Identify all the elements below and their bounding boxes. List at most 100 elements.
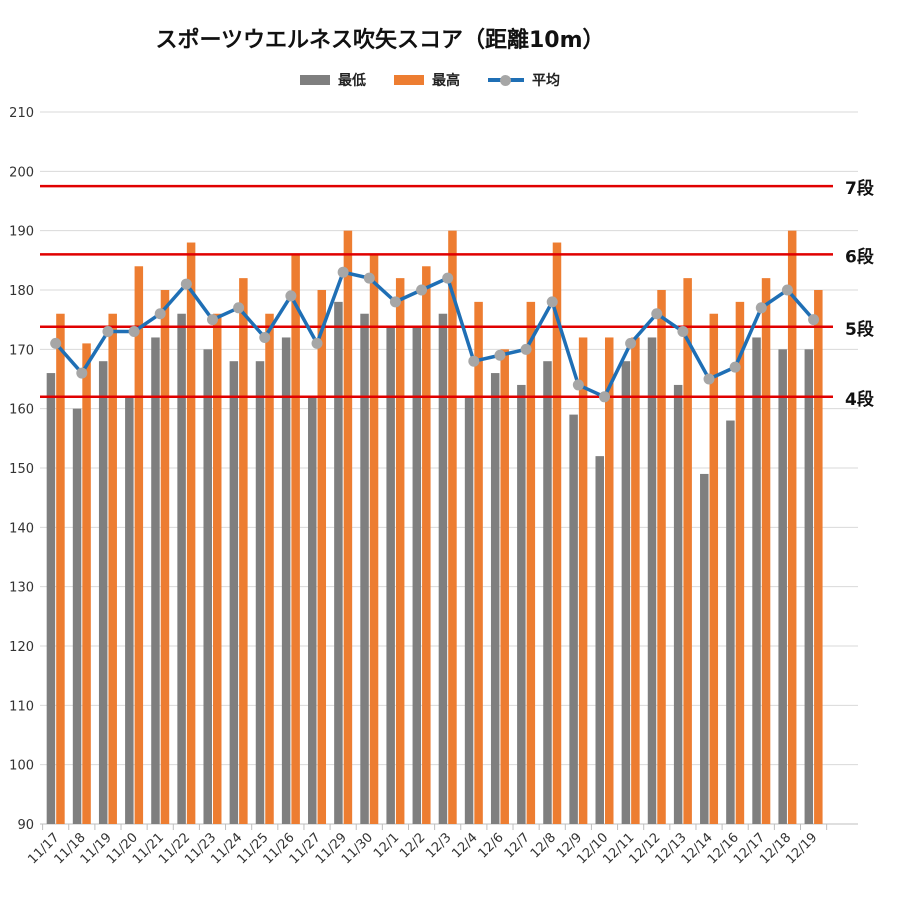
average-point-11/17 — [50, 337, 62, 349]
legend-item-max: 最高 — [394, 70, 460, 90]
bar-max-11/21 — [160, 290, 170, 824]
bar-max-12/12 — [657, 290, 666, 824]
bar-max-12/14 — [709, 313, 719, 824]
bar-min-12/9 — [569, 414, 578, 824]
y-tick-label: 160 — [9, 403, 34, 418]
bar-max-12/7 — [526, 301, 536, 824]
bar-max-12/4 — [474, 301, 483, 824]
average-point-12/13 — [677, 326, 689, 338]
bar-min-12/2 — [412, 325, 422, 824]
legend-item-min: 最低 — [300, 70, 366, 90]
bar-max-11/23 — [212, 313, 222, 824]
average-point-11/20 — [128, 326, 140, 338]
bar-max-12/2 — [422, 266, 431, 824]
bar-max-11/18 — [82, 343, 91, 824]
legend-label-avg: 平均 — [532, 73, 560, 89]
average-point-12/12 — [651, 308, 663, 320]
bar-min-12/13 — [673, 384, 683, 824]
average-point-12/4 — [468, 355, 480, 367]
bar-max-12/8 — [552, 242, 562, 825]
bar-min-11/26 — [281, 337, 291, 824]
legend-swatch-min — [300, 75, 330, 85]
bar-max-11/26 — [291, 254, 300, 824]
bar-min-12/6 — [490, 373, 500, 824]
x-tick-label: 12/1 — [371, 830, 402, 861]
average-point-12/10 — [598, 391, 610, 403]
bar-max-12/6 — [500, 349, 509, 824]
x-tick-label: 12/6 — [476, 830, 507, 861]
average-point-11/21 — [154, 308, 166, 320]
x-axis: 11/1711/1811/1911/2011/2111/2211/2311/24… — [25, 824, 828, 867]
bar-min-11/22 — [177, 313, 186, 824]
legend-swatch-avg — [488, 75, 524, 86]
average-point-11/19 — [102, 326, 114, 338]
average-point-11/25 — [259, 331, 271, 343]
reference-label: 5段 — [845, 319, 874, 340]
bar-max-11/30 — [369, 254, 379, 824]
reference-label: 4段 — [845, 389, 874, 410]
x-tick-label: 12/3 — [423, 830, 454, 861]
average-point-11/24 — [233, 302, 245, 314]
bar-min-12/10 — [595, 456, 604, 824]
bar-min-12/16 — [726, 420, 735, 824]
average-point-11/27 — [311, 337, 323, 349]
bar-max-12/10 — [604, 337, 614, 824]
average-point-12/1 — [389, 296, 401, 308]
legend-swatch-max — [394, 75, 424, 85]
bar-max-11/25 — [265, 313, 274, 824]
bar-max-11/19 — [108, 313, 117, 824]
y-tick-label: 170 — [9, 343, 34, 358]
average-point-11/18 — [76, 367, 88, 379]
average-point-12/16 — [729, 361, 741, 373]
legend-label-max: 最高 — [432, 73, 460, 89]
average-point-11/29 — [337, 266, 349, 278]
reference-label: 7段 — [845, 178, 874, 199]
bar-min-11/25 — [255, 361, 265, 824]
average-point-12/2 — [416, 284, 428, 296]
bar-max-11/24 — [239, 278, 248, 825]
average-point-12/14 — [703, 373, 715, 385]
average-point-12/19 — [808, 314, 820, 326]
bars — [46, 230, 823, 825]
bar-min-11/23 — [203, 349, 212, 824]
bar-min-11/24 — [229, 361, 239, 824]
bar-min-12/14 — [700, 473, 709, 824]
y-tick-label: 130 — [9, 581, 34, 596]
y-tick-label: 190 — [9, 225, 34, 240]
average-line — [54, 270, 815, 399]
average-point-12/18 — [781, 284, 793, 296]
x-tick-label: 12/8 — [528, 830, 559, 861]
bar-min-11/21 — [151, 337, 160, 824]
y-axis: 90 100 110 120 130 140 150 160 170 180 190 200 210 — [9, 106, 34, 833]
x-tick-label: 12/4 — [449, 830, 480, 861]
bar-min-12/1 — [386, 325, 395, 824]
bar-min-12/18 — [778, 349, 787, 824]
y-tick-label: 150 — [9, 462, 34, 477]
average-point-11/23 — [206, 314, 218, 326]
average-point-11/22 — [180, 278, 192, 290]
bar-max-12/13 — [683, 278, 692, 825]
bar-min-12/3 — [438, 313, 448, 824]
average-point-12/17 — [755, 302, 767, 314]
y-tick-label: 100 — [9, 759, 34, 774]
bar-min-12/7 — [517, 384, 526, 824]
x-tick-label: 12/7 — [502, 830, 533, 861]
bar-max-11/20 — [134, 266, 144, 824]
legend: 最低 最高 平均 — [300, 70, 560, 90]
bar-max-12/1 — [395, 278, 405, 825]
average-point-12/8 — [546, 296, 558, 308]
bar-min-12/12 — [647, 337, 657, 824]
bar-min-12/11 — [621, 361, 631, 824]
legend-item-avg: 平均 — [488, 70, 560, 90]
bar-min-11/30 — [360, 313, 369, 824]
bar-min-11/17 — [46, 373, 56, 824]
bar-min-12/8 — [543, 361, 552, 824]
y-tick-label: 140 — [9, 521, 34, 536]
bar-max-11/27 — [317, 290, 327, 824]
bar-max-11/17 — [56, 313, 65, 824]
y-tick-label: 200 — [9, 165, 34, 180]
average-point-11/30 — [363, 272, 375, 284]
bar-min-11/18 — [72, 408, 82, 824]
bar-max-11/22 — [186, 242, 196, 825]
